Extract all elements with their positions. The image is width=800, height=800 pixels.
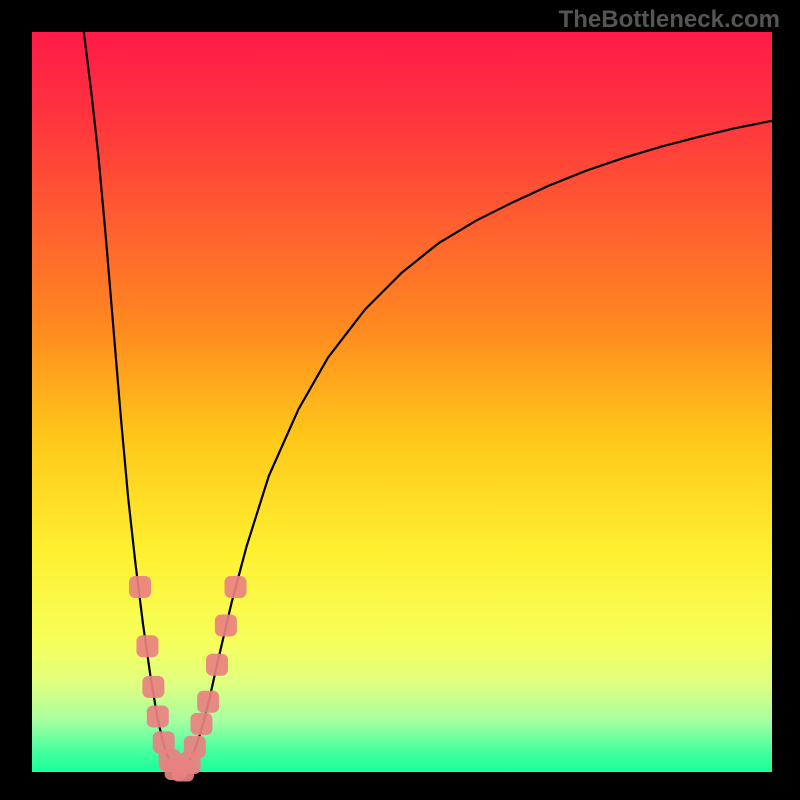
marker [142,676,164,698]
marker [184,736,206,758]
frame: TheBottleneck.com [0,0,800,800]
marker [136,635,158,657]
curve-left [84,32,180,772]
watermark-text: TheBottleneck.com [559,6,780,34]
plot-area [32,32,772,772]
marker [225,576,247,598]
markers-group [129,576,246,782]
marker [190,713,212,735]
marker [147,706,169,728]
marker [197,691,219,713]
curve-right [180,121,772,772]
marker [215,614,237,636]
marker [206,654,228,676]
marker [129,576,151,598]
chart-svg [32,32,772,772]
